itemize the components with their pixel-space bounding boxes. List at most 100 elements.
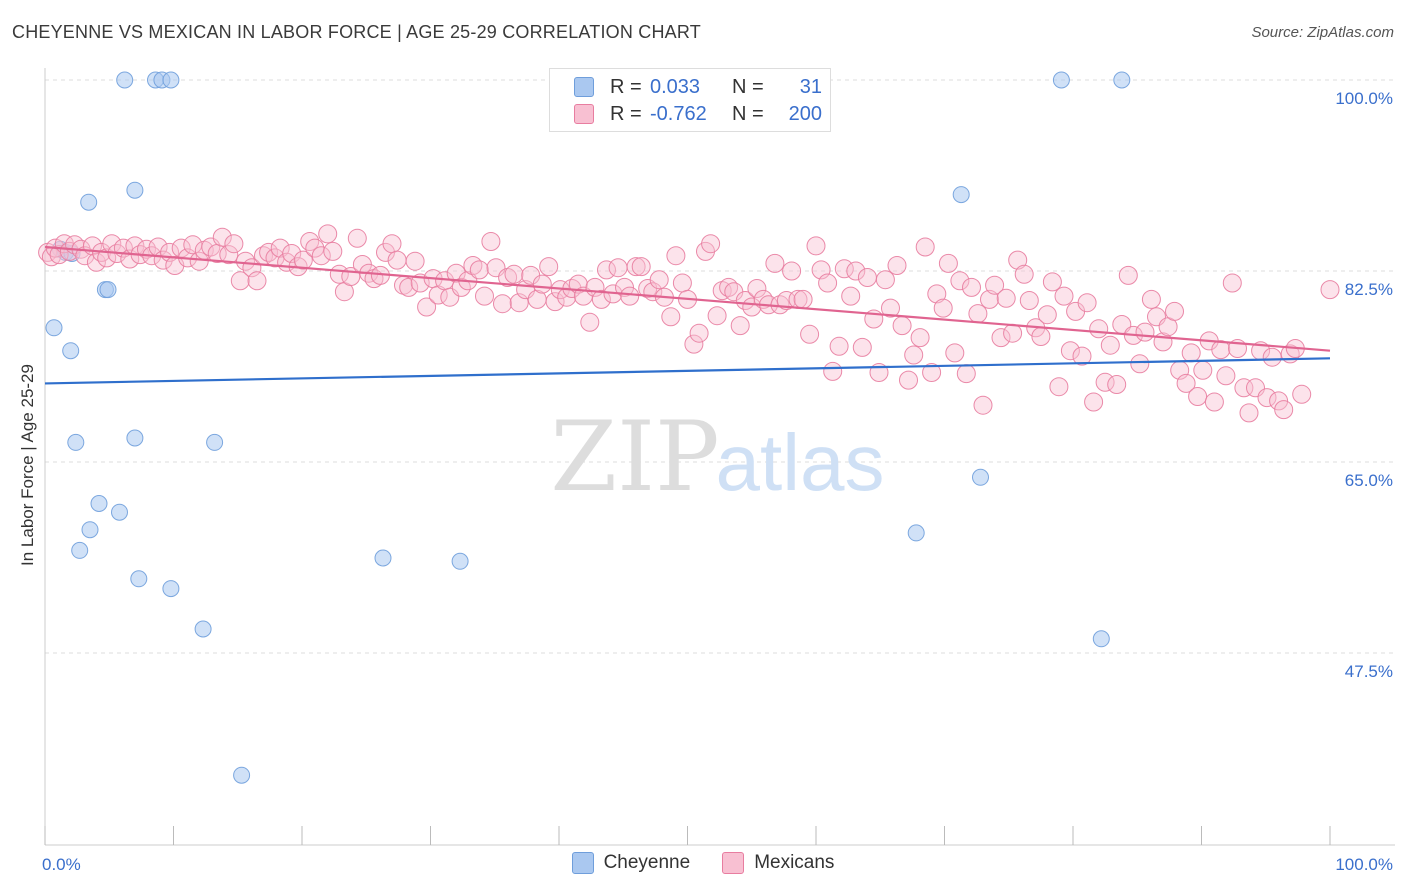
legend-row-mexicans: R = -0.762 N = 200 (574, 102, 822, 126)
mexicans-point (852, 337, 872, 357)
cheyenne-point (907, 524, 925, 542)
mexicans-point (504, 264, 524, 284)
mexicans-point (800, 324, 820, 344)
mexicans-point (539, 257, 559, 277)
mexicans-point (1269, 391, 1289, 411)
mexicans-point (86, 252, 106, 272)
mexicans-point (305, 238, 325, 258)
cheyenne-point (126, 429, 144, 447)
mexicans-point (684, 334, 704, 354)
watermark-zip: ZIP (550, 401, 719, 513)
mexicans-point (1008, 250, 1028, 270)
legend-row-cheyenne: R = 0.033 N = 31 (574, 75, 822, 99)
mexicans-point (300, 232, 320, 251)
mexicans-point (666, 246, 686, 266)
mexicans-point (475, 286, 494, 306)
x-tick-label-max: 100.0% (1335, 855, 1393, 874)
cheyenne-point (952, 186, 970, 204)
mexicans-point (1176, 373, 1196, 393)
mexicans-point (701, 234, 721, 254)
cheyenne-point (374, 549, 392, 567)
mexicans-point (1292, 384, 1312, 404)
cheyenne-point (233, 766, 251, 784)
axis-layer (44, 68, 1395, 846)
mexicans-point (1084, 392, 1104, 412)
mexicans-point (137, 239, 156, 259)
mexicans-point (742, 297, 762, 317)
mexicans-point (417, 297, 437, 317)
y-tick-label: 47.5% (1345, 662, 1393, 681)
mexicans-point (904, 345, 924, 365)
mexicans-point (1211, 340, 1231, 360)
mexicans-point (224, 234, 244, 254)
series-label-mexicans: Mexicans (754, 852, 835, 873)
cheyenne-trend-line (44, 357, 1331, 385)
mexicans-point (910, 328, 930, 348)
legend-n-label: N = (732, 75, 764, 98)
mexicans-point (875, 270, 895, 290)
mexicans-point (915, 237, 935, 257)
grid-layer (45, 79, 1395, 654)
cheyenne-point (71, 541, 89, 559)
mexicans-point (899, 370, 918, 390)
cheyenne-point (81, 521, 99, 539)
mexicans-point (793, 289, 813, 309)
legend-n-label: N = (732, 102, 764, 125)
watermark-atlas: atlas (716, 418, 885, 507)
cheyenne-point (116, 71, 134, 89)
mexicans-point (950, 271, 970, 291)
mexicans-point (545, 292, 565, 312)
mexicans-trend-line (44, 245, 1331, 352)
mexicans-point (293, 250, 313, 270)
tick-label-layer: 100.0% 82.5% 65.0% 47.5% 0.0% 100.0% (42, 89, 1393, 874)
mexicans-point (608, 258, 628, 278)
cheyenne-point (206, 433, 224, 451)
mexicans-point (938, 253, 958, 273)
y-tick-label: 82.5% (1345, 280, 1393, 299)
mexicans-point (661, 307, 681, 327)
mexicans-point (469, 260, 489, 280)
mexicans-point (985, 275, 1005, 295)
mexicans-point (1222, 273, 1242, 293)
cheyenne-point (1092, 630, 1110, 648)
mexicans-point (1239, 403, 1259, 423)
series-legend: Cheyenne Mexicans (0, 852, 1406, 874)
cheyenne-point (80, 193, 98, 211)
chart-title: CHEYENNE VS MEXICAN IN LABOR FORCE | AGE… (12, 22, 701, 42)
mexicans-point (1060, 341, 1080, 361)
mexicans-point (1130, 354, 1150, 374)
legend-n-value: 200 (788, 102, 822, 125)
y-tick-label: 65.0% (1345, 471, 1393, 490)
y-tick-label: 100.0% (1335, 89, 1393, 108)
series-legend-cheyenne[interactable]: Cheyenne (571, 852, 690, 874)
cheyenne-point (99, 281, 117, 299)
series-legend-mexicans[interactable]: Mexicans (722, 852, 834, 874)
cheyenne-point (162, 580, 180, 598)
mexicans-point (382, 234, 402, 254)
mexicans-point (765, 253, 785, 273)
series-swatch-cheyenne (571, 852, 594, 874)
mexicans-point (1095, 372, 1115, 392)
mexicans-point (841, 286, 861, 306)
mexicans-point (881, 298, 900, 318)
mexicans-point (991, 328, 1011, 348)
legend-n-value: 31 (799, 75, 822, 98)
mexicans-point (311, 246, 331, 266)
mexicans-point (945, 343, 965, 363)
mexicans-point (1107, 375, 1127, 394)
mexicans-point (956, 364, 976, 384)
mexicans-point (428, 285, 448, 305)
mexicans-point (49, 245, 69, 265)
mexicans-point (626, 257, 646, 277)
mexicans-point (387, 250, 407, 270)
mexicans-point (747, 279, 767, 298)
mexicans-point (270, 238, 290, 258)
cheyenne-point (130, 570, 148, 588)
mexicans-point (1049, 377, 1069, 397)
mexicans-point (1257, 388, 1277, 408)
mexicans-point (806, 236, 826, 256)
mexicans-point (922, 363, 942, 382)
mexicans-point (212, 227, 232, 247)
mexicans-point (1014, 264, 1034, 284)
